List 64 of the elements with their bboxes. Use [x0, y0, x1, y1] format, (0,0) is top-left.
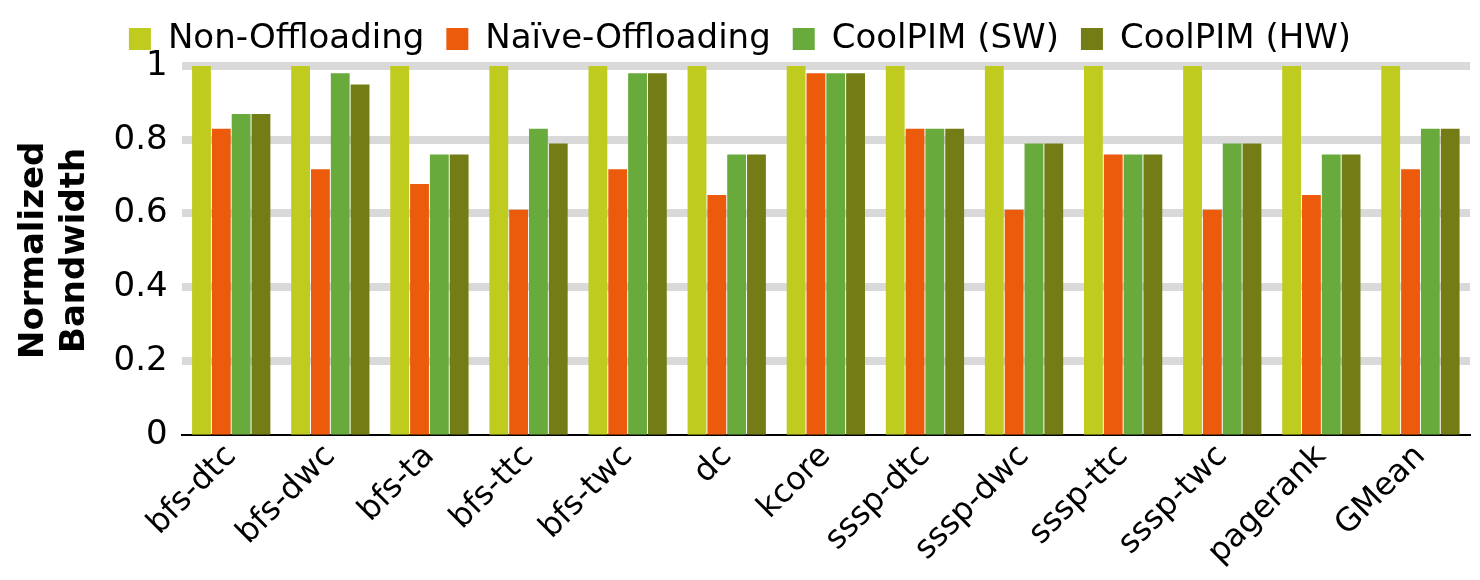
bar — [330, 73, 350, 435]
bar — [608, 169, 628, 435]
bar — [429, 154, 449, 435]
bar — [707, 195, 727, 435]
legend-label: CoolPIM (HW) — [1119, 15, 1352, 56]
y-axis-title: Normalized Bandwidth — [11, 141, 93, 360]
bar — [687, 66, 707, 435]
legend-label: Naïve-Offloading — [485, 15, 771, 56]
bar — [291, 66, 311, 435]
bar — [1143, 154, 1163, 435]
bar — [826, 73, 846, 435]
bar — [251, 113, 271, 435]
bar — [984, 66, 1004, 435]
bar — [1024, 143, 1044, 435]
y-tick-label: 1 — [146, 42, 168, 83]
bar — [410, 183, 429, 435]
bar — [647, 73, 667, 435]
x-tick-label: dc — [684, 435, 739, 490]
bar — [1084, 66, 1103, 435]
bar — [1004, 209, 1024, 435]
bar — [548, 143, 568, 435]
bar — [192, 66, 211, 435]
bar — [1401, 169, 1420, 435]
bar — [509, 209, 529, 435]
y-tick-label: 0.4 — [113, 264, 168, 305]
legend-label: Non-Offloading — [167, 15, 425, 56]
bar — [1183, 66, 1202, 435]
bar — [786, 66, 806, 435]
bar — [1044, 143, 1064, 435]
bar — [1202, 209, 1222, 435]
y-tick-label: 0.8 — [113, 116, 168, 157]
bar — [350, 84, 370, 435]
y-tick-label: 0 — [146, 411, 168, 452]
legend-label: CoolPIM (SW) — [831, 15, 1059, 56]
bar — [945, 128, 965, 435]
y-tick-label: 0.2 — [113, 337, 168, 378]
bar — [1341, 154, 1361, 435]
bar — [231, 113, 251, 435]
bar — [1282, 66, 1302, 435]
bar — [311, 169, 330, 435]
bar — [1242, 143, 1262, 435]
bar — [846, 73, 865, 435]
bar — [390, 66, 410, 435]
bar — [449, 154, 469, 435]
y-tick-label: 0.6 — [113, 190, 168, 231]
bar — [885, 66, 905, 435]
bar — [211, 128, 231, 435]
bar — [1222, 143, 1242, 435]
bar — [1123, 154, 1143, 435]
bar — [727, 154, 747, 435]
bar — [489, 66, 509, 435]
bar — [1103, 154, 1123, 435]
bar — [628, 73, 647, 435]
bar — [747, 154, 766, 435]
bar — [1302, 195, 1321, 435]
bar — [806, 73, 826, 435]
bar — [1321, 154, 1341, 435]
bar — [905, 128, 925, 435]
bar — [1440, 128, 1460, 435]
bar — [925, 128, 945, 435]
bar — [1420, 128, 1440, 435]
bar — [529, 128, 548, 435]
bar — [588, 66, 608, 435]
bar — [1381, 66, 1401, 435]
